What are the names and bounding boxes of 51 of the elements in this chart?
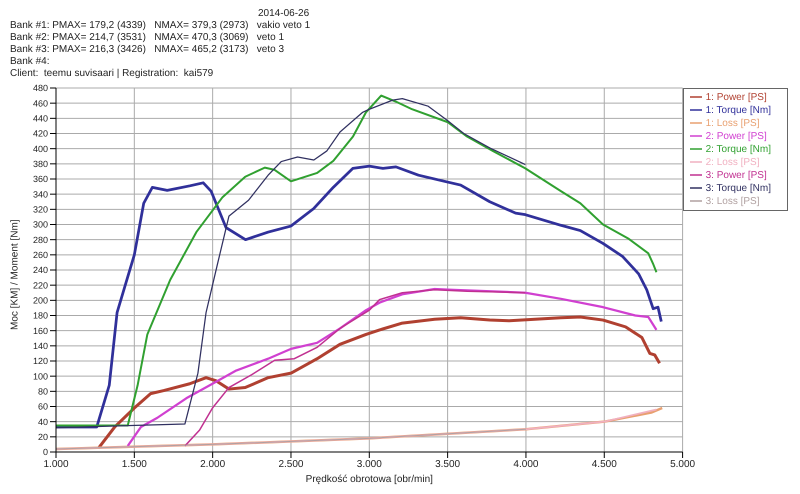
y-tick-label: 440 bbox=[32, 114, 48, 124]
line-series bbox=[56, 98, 526, 428]
y-tick-label: 380 bbox=[32, 159, 48, 170]
y-tick-label: 40 bbox=[38, 416, 48, 427]
y-tick-label: 280 bbox=[32, 234, 48, 245]
x-tick-label: 3.500 bbox=[435, 459, 461, 470]
x-tick-label: 1.000 bbox=[43, 459, 69, 470]
y-tick-label: 480 bbox=[32, 83, 48, 94]
x-tick-label: 1.500 bbox=[122, 459, 148, 470]
legend-label: 2: Power [PS] bbox=[706, 131, 767, 142]
x-tick-label: 5.000 bbox=[670, 459, 696, 470]
y-tick-label: 180 bbox=[32, 310, 48, 321]
line-series bbox=[126, 288, 658, 448]
y-tick-label: 0 bbox=[42, 447, 48, 458]
y-tick-label: 320 bbox=[32, 204, 48, 215]
y-tick-label: 120 bbox=[32, 356, 48, 366]
y-tick-label: 80 bbox=[38, 386, 48, 397]
y-tick-label: 60 bbox=[38, 402, 48, 412]
line-series bbox=[56, 94, 658, 426]
y-tick-label: 460 bbox=[32, 98, 48, 108]
legend-label: 1: Torque [Nm] bbox=[706, 105, 771, 116]
y-tick-label: 420 bbox=[32, 128, 48, 139]
x-tick-label: 2.000 bbox=[200, 459, 226, 470]
y-tick-label: 200 bbox=[32, 296, 48, 306]
x-tick-label: 4.500 bbox=[592, 459, 618, 470]
x-tick-label: 4.000 bbox=[513, 459, 539, 470]
header-text: 2014-06-26 Bank #1: PMAX= 179,2 (4339) NMAX= 379,3 (2973) vakio veto 1 Bank #2: PMAX= 214,7 (3531) NMAX= 470,3 (3069) veto 1 Bank #3: PMAX= 216,3 (3426) NMAX= 465,2 (3173) veto 3 Bank #4: Client: teemu suvisaari | Registration: kai579 bbox=[9, 8, 312, 81]
y-tick-label: 140 bbox=[32, 341, 48, 352]
y-tick-label: 400 bbox=[32, 144, 48, 154]
y-tick-label: 260 bbox=[32, 250, 48, 260]
legend-label: 3: Torque [Nm] bbox=[706, 183, 771, 194]
legend-label: 1: Power [PS] bbox=[706, 92, 767, 103]
y-tick-label: 100 bbox=[32, 371, 48, 382]
y-tick-label: 340 bbox=[32, 189, 48, 200]
legend-label: 1: Loss [PS] bbox=[706, 118, 760, 129]
y-tick-label: 360 bbox=[32, 174, 48, 184]
y-tick-label: 220 bbox=[32, 280, 48, 290]
x-axis-title: Prędkość obrotowa [obr/min] bbox=[306, 474, 434, 485]
legend-label: 2: Torque [Nm] bbox=[706, 144, 771, 155]
y-axis-title: Moc [KM] / Moment [Nm] bbox=[10, 219, 21, 330]
line-series bbox=[56, 164, 663, 428]
x-tick-label: 3.000 bbox=[356, 459, 382, 470]
legend-label: 3: Power [PS] bbox=[706, 170, 767, 181]
x-tick-label: 2.500 bbox=[278, 459, 304, 470]
legend-label: 2: Loss [PS] bbox=[706, 157, 760, 168]
line-series bbox=[184, 288, 526, 447]
y-tick-label: 160 bbox=[32, 326, 48, 336]
y-tick-label: 300 bbox=[32, 220, 48, 230]
legend-label: 3: Loss [PS] bbox=[706, 196, 760, 207]
y-tick-label: 20 bbox=[38, 432, 48, 442]
y-tick-label: 240 bbox=[32, 265, 48, 276]
